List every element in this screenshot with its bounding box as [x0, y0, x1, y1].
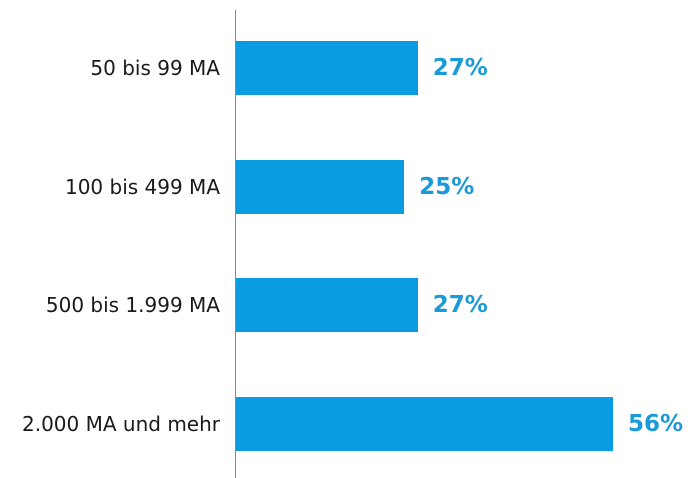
axis-line	[235, 10, 236, 478]
category-label: 50 bis 99 MA	[90, 56, 220, 80]
category-label: 2.000 MA und mehr	[22, 411, 220, 436]
value-label: 27%	[432, 292, 488, 318]
category-label: 100 bis 499 MA	[64, 174, 220, 199]
value-label: 56%	[628, 410, 684, 437]
value-label: 25%	[419, 173, 475, 200]
bar	[236, 396, 613, 451]
bar	[236, 278, 418, 332]
bar	[236, 159, 405, 214]
bar	[236, 41, 418, 95]
category-label: 500 bis 1.999 MA	[45, 293, 220, 317]
value-label: 27%	[432, 55, 488, 81]
